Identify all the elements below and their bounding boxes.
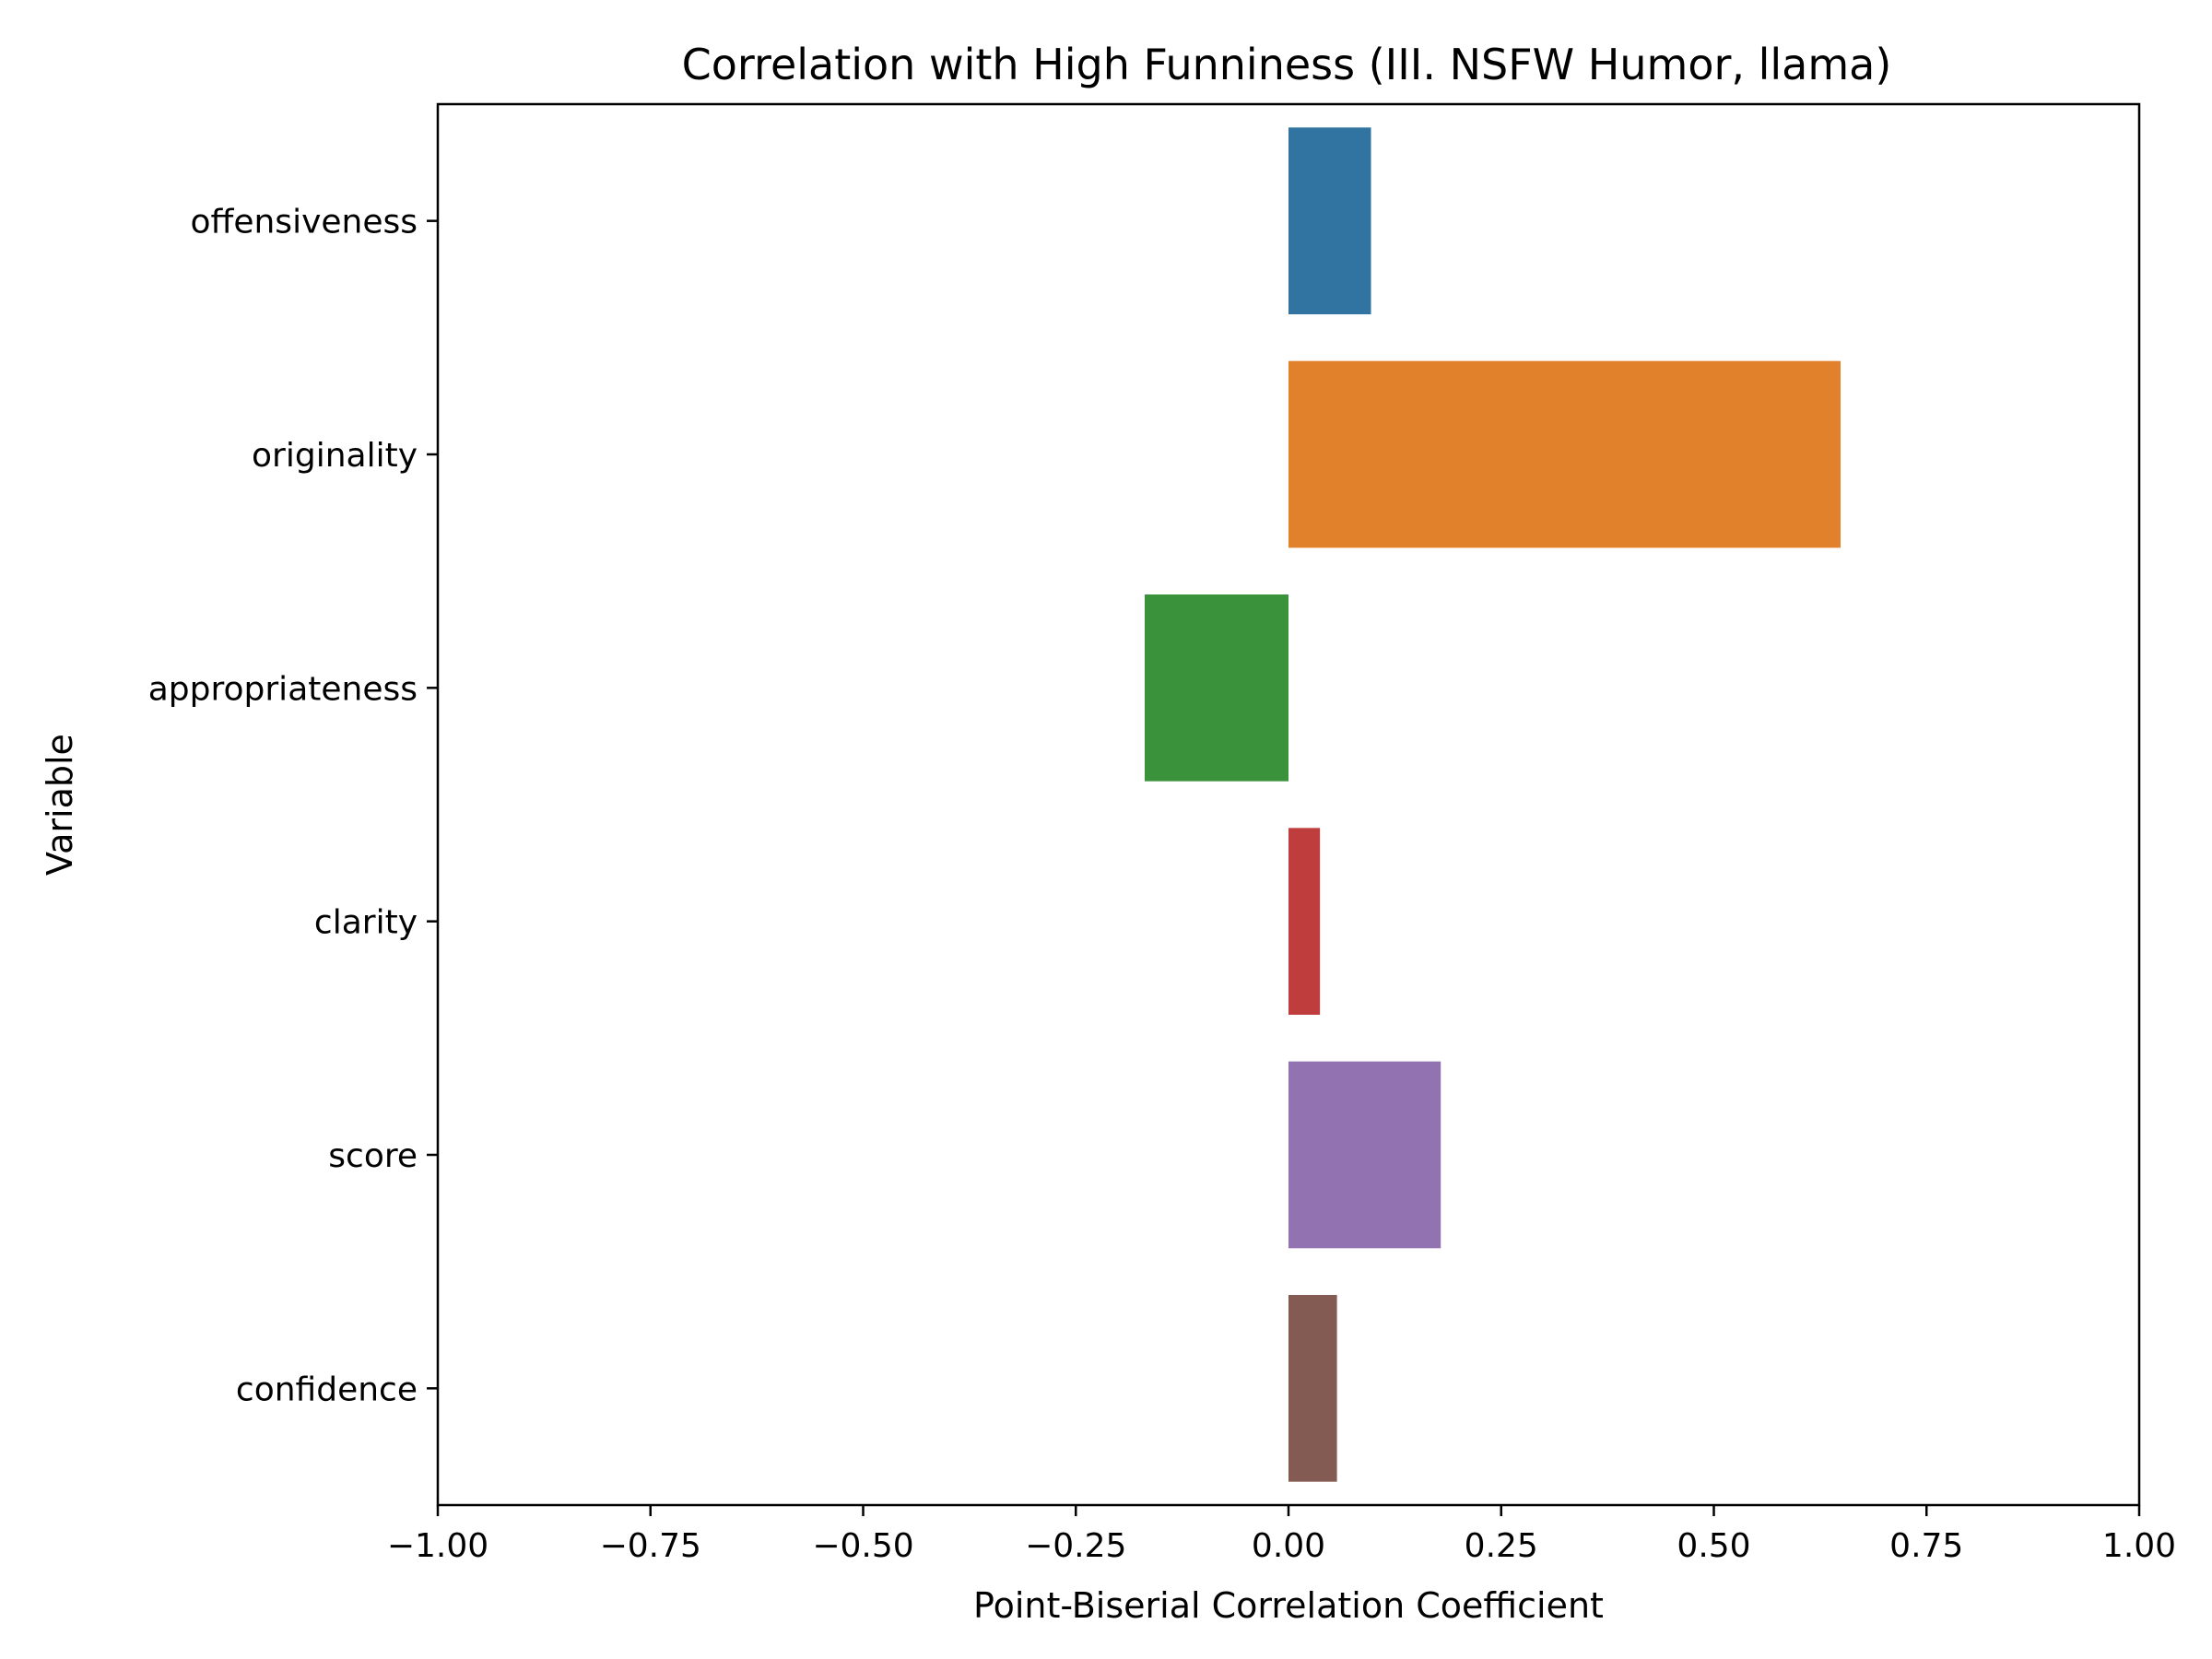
y-tick-label-score: score	[328, 1137, 418, 1175]
bar-offensiveness	[1288, 127, 1371, 314]
chart-title: Correlation with High Funniness (III. NS…	[682, 40, 1892, 89]
y-tick-label-originality: originality	[252, 437, 418, 475]
x-tick-label-4: 0.00	[1252, 1527, 1325, 1565]
x-tick-label-7: 0.75	[1889, 1527, 1963, 1565]
x-tick-label-5: 0.25	[1465, 1527, 1538, 1565]
bar-appropriateness	[1145, 594, 1288, 782]
x-tick-label-3: −0.25	[1025, 1527, 1126, 1565]
x-tick-label-1: −0.75	[600, 1527, 701, 1565]
bar-score	[1288, 1061, 1441, 1249]
y-tick-label-offensiveness: offensiveness	[191, 204, 418, 241]
y-tick-label-clarity: clarity	[314, 904, 418, 942]
y-tick-label-confidence: confidence	[236, 1371, 418, 1408]
x-tick-label-0: −1.00	[387, 1527, 488, 1565]
bars	[1145, 127, 1841, 1482]
bar-clarity	[1288, 828, 1321, 1015]
x-tick-label-2: −0.50	[812, 1527, 913, 1565]
bar-originality	[1288, 360, 1841, 548]
y-axis: offensiveness originality appropriateness c…	[148, 204, 438, 1408]
x-axis: −1.00 −0.75 −0.50 −0.25 0.00 0.25 0.50 0.75 1.00	[387, 1505, 2176, 1565]
y-axis-title: Variable	[40, 734, 80, 876]
y-tick-label-appropriateness: appropriateness	[148, 670, 418, 708]
bar-confidence	[1288, 1295, 1337, 1482]
x-axis-title: Point-Biserial Correlation Coefficient	[973, 1585, 1604, 1626]
x-tick-label-6: 0.50	[1677, 1527, 1750, 1565]
x-tick-label-8: 1.00	[2102, 1527, 2176, 1565]
